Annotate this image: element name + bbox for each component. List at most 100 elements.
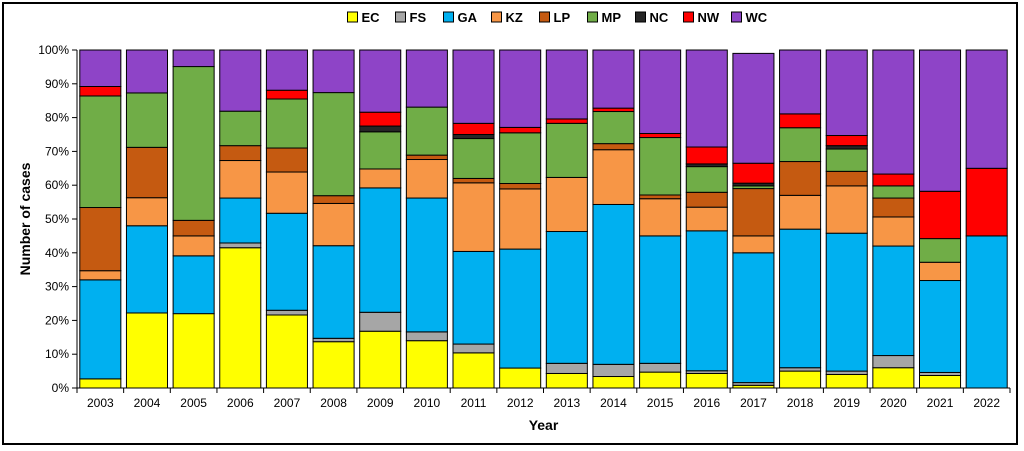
bar-segment-fs-2018 [779,367,822,372]
x-tick-label-2004: 2004 [134,396,161,410]
bar-segment-ec-2014 [592,376,635,389]
stacked-bar-chart: EC FS GA KZ LP MP NC NW WC 0% 10% 20% 30% 40% 50% 60% 7… [17,10,1011,433]
bar-segment-ga-2010 [405,197,448,333]
legend-swatch-wc [731,11,742,23]
legend-swatch-mp [587,11,598,23]
bar-segment-mp-2020 [872,185,915,199]
bar-segment-kz-2016 [685,206,728,232]
x-tick-label-2008: 2008 [320,396,347,410]
bar-segment-ga-2008 [312,245,355,339]
y-tick-label: 60% [45,178,69,192]
bar-segment-ec-2003 [79,378,122,389]
y-tick-label: 70% [45,144,69,158]
bar-segment-fs-2014 [592,363,635,378]
bar-segment-ga-2015 [639,235,682,364]
bar-segment-wc-2012 [499,49,542,128]
y-tick-label: 0% [52,381,70,395]
bar-segment-mp-2011 [452,138,495,179]
legend-label-nc: NC [650,10,669,25]
bar-segment-mp-2012 [499,132,542,185]
bar-segment-nw-2017 [732,162,775,184]
legend-swatch-ec [347,11,358,23]
bar-segment-lp-2016 [685,191,728,208]
bar-segment-ga-2009 [359,187,402,313]
bar-segment-kz-2015 [639,198,682,237]
bar-segment-lp-2012 [499,183,542,190]
bar-segment-mp-2003 [79,95,122,209]
bar-segment-kz-2008 [312,202,355,247]
bar-segment-mp-2009 [359,131,402,170]
axes-group: 0% 10% 20% 30% 40% 50% 60% 70% 80% 90% 100% 2003 200… [17,43,1011,433]
bar-segment-ec-2018 [779,370,822,389]
x-tick-label-2018: 2018 [787,396,814,410]
bar-segment-wc-2013 [545,49,588,120]
x-tick-label-2019: 2019 [833,396,860,410]
bar-segment-fs-2009 [359,311,402,332]
bar-segment-kz-2010 [405,159,448,199]
bar-segment-kz-2013 [545,176,588,233]
bar-segment-kz-2014 [592,149,635,205]
bar-segment-lp-2007 [265,147,308,173]
bar-segment-ec-2008 [312,341,355,389]
x-tick-label-2013: 2013 [553,396,580,410]
bar-segment-ec-2015 [639,371,682,389]
bar-segment-ga-2019 [825,232,868,372]
bar-segment-ga-2007 [265,212,308,311]
bar-segment-ga-2016 [685,230,728,372]
bar-segment-ec-2009 [359,330,402,389]
bar-segment-lp-2008 [312,195,355,204]
bar-segment-fs-2008 [312,337,355,343]
x-tick-label-2014: 2014 [600,396,627,410]
legend-label-fs: FS [410,10,427,25]
bar-segment-ga-2004 [125,225,168,314]
x-tick-label-2003: 2003 [87,396,114,410]
bar-segment-wc-2022 [965,49,1008,169]
legend-label-nw: NW [698,10,720,25]
bar-segment-lp-2003 [79,207,122,272]
bar-segment-mp-2014 [592,111,635,145]
bar-segment-ec-2012 [499,367,542,389]
bar-segment-wc-2017 [732,52,775,164]
legend-label-ec: EC [362,10,381,25]
bar-segment-nw-2007 [265,89,308,100]
bar-segment-wc-2006 [219,49,262,112]
y-tick-label: 80% [45,111,69,125]
y-tick-label: 100% [38,43,69,57]
bar-segment-wc-2010 [405,49,448,108]
bar-segment-wc-2009 [359,49,402,113]
bar-segment-ec-2004 [125,312,168,389]
bar-segment-lp-2019 [825,170,868,187]
legend-label-wc: WC [746,10,768,25]
bar-segment-wc-2004 [125,49,168,94]
x-tick-label-2012: 2012 [507,396,534,410]
bar-segment-ec-2005 [172,313,215,389]
bar-segment-wc-2003 [79,49,122,87]
bar-segment-ec-2021 [919,374,962,389]
bar-segment-nw-2009 [359,111,402,127]
bar-segment-mp-2006 [219,110,262,147]
bar-segment-lp-2018 [779,161,822,196]
bar-segment-ga-2018 [779,228,822,369]
bar-segment-mp-2008 [312,92,355,197]
y-tick-label: 20% [45,313,69,327]
bar-segment-fs-2010 [405,331,448,342]
bar-segment-mp-2021 [919,238,962,263]
bar-segment-ga-2003 [79,279,122,380]
x-tick-label-2005: 2005 [180,396,207,410]
bar-segment-kz-2009 [359,168,402,189]
x-tick-label-2011: 2011 [461,396,487,410]
bar-segment-ec-2011 [452,352,495,389]
bar-segment-ec-2016 [685,372,728,389]
bar-segment-wc-2015 [639,49,682,134]
bar-segment-mp-2018 [779,127,822,163]
bar-segment-mp-2015 [639,137,682,196]
y-tick-label: 90% [45,77,69,91]
legend-swatch-nc [635,11,646,23]
bar-segment-kz-2005 [172,235,215,257]
bar-segment-kz-2020 [872,216,915,247]
bar-segment-ga-2014 [592,203,635,365]
legend-label-lp: LP [554,10,571,25]
x-tick-label-2010: 2010 [414,396,441,410]
bar-segment-mp-2013 [545,122,588,178]
legend: EC FS GA KZ LP MP NC NW WC [347,10,768,25]
